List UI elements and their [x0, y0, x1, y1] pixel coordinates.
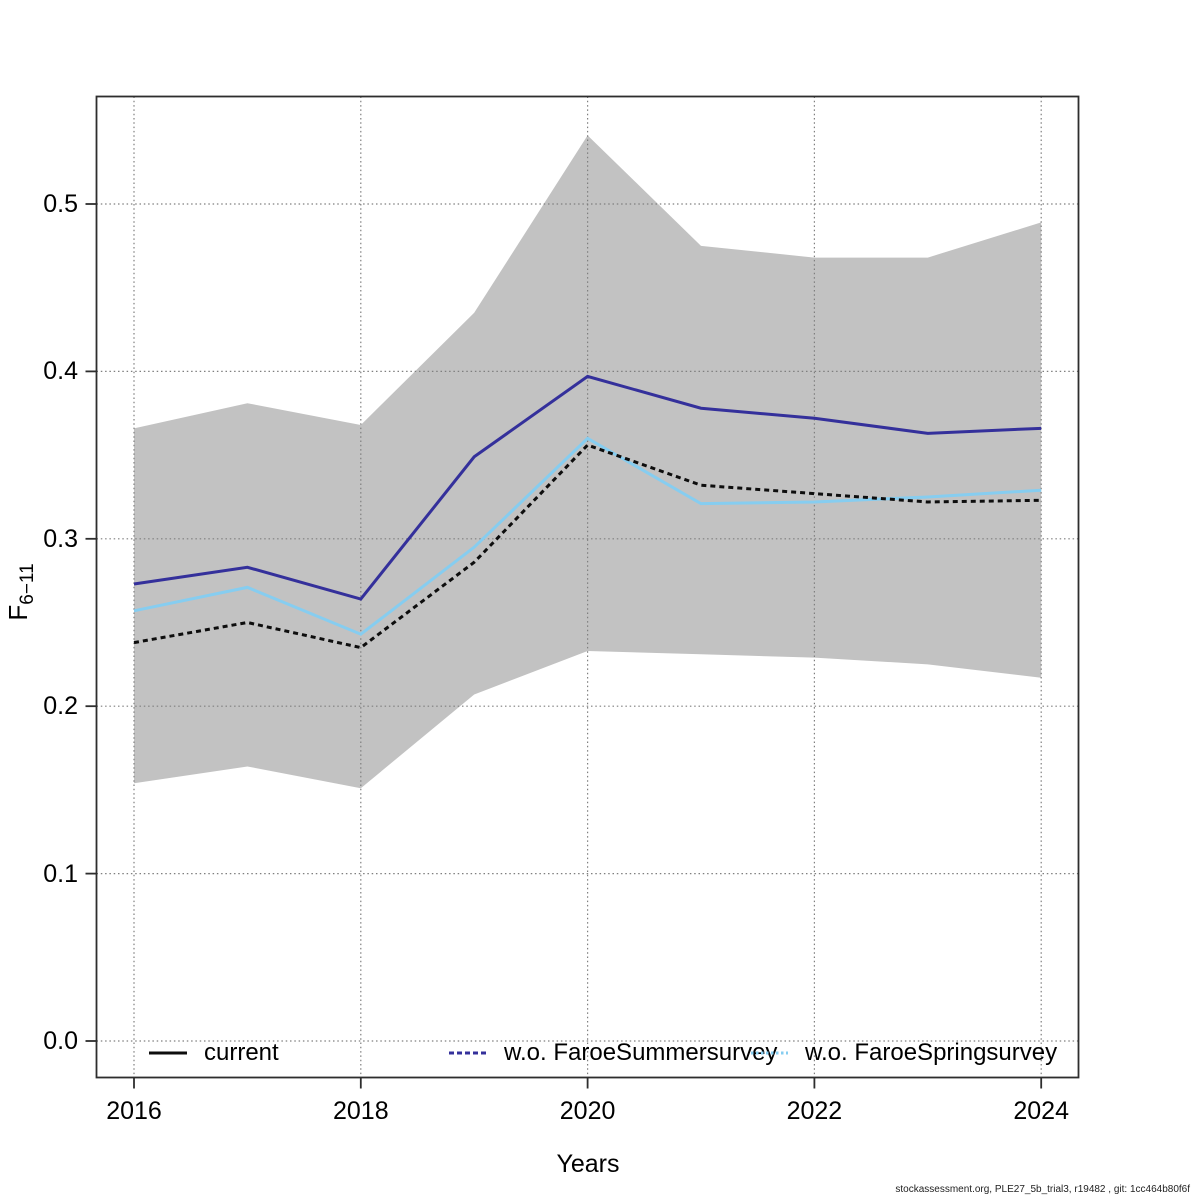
y-tick-label: 0.3: [43, 524, 78, 553]
y-tick-label: 0.0: [43, 1027, 78, 1055]
y-tick-label: 0.1: [43, 859, 78, 888]
x-axis-title: Years: [556, 1150, 620, 1178]
legend-label-wo-faroespringsurvey: w.o. FaroeSpringsurvey: [805, 1039, 1058, 1066]
confidence-band: [134, 135, 1042, 789]
x-tick-label: 2024: [1013, 1097, 1069, 1125]
legend-item-wo-faroesummersurvey: w.o. FaroeSummersurvey: [448, 1039, 778, 1066]
legend-item-current: current: [148, 1039, 279, 1066]
x-tick-label: 2016: [106, 1097, 162, 1125]
y-tick-label: 0.2: [43, 692, 78, 721]
watermark-text: stockassessment.org, PLE27_5b_trial3, r1…: [895, 1184, 1190, 1195]
x-tick-label: 2020: [559, 1097, 616, 1125]
legend-label-current: current: [204, 1039, 279, 1066]
legend-key-current-line: [149, 1051, 187, 1055]
x-tick-label: 2018: [332, 1097, 389, 1125]
legend-key-springsurvey-line: [751, 1051, 788, 1055]
x-tick-label: 2022: [786, 1097, 843, 1125]
legend-key-summersurvey-line: [449, 1051, 487, 1055]
legend-item-wo-faroespringsurvey: w.o. FaroeSpringsurvey: [750, 1039, 1058, 1066]
y-axis-title-subscript: 6−11: [17, 563, 39, 605]
series-line-current: [133, 443, 1042, 650]
y-axis-title-base: F: [3, 604, 33, 621]
legend-label-wo-faroesummersurvey: w.o. FaroeSummersurvey: [504, 1039, 778, 1066]
legend: current w.o. FaroeSummersurvey w.o. Faro…: [0, 1039, 1200, 1066]
series-line-w-o-faroesummersurvey: [133, 374, 1042, 601]
y-tick-label: 0.5: [43, 190, 78, 218]
y-tick-label: 0.4: [43, 357, 78, 386]
